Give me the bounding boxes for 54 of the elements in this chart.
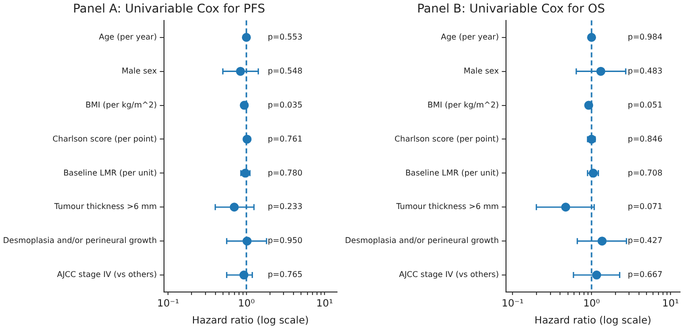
x-tick-label: 10⁰ [583,298,600,310]
annotation: p=0.765 [268,270,302,280]
annotation: p=0.548 [268,66,302,76]
x-tick-label: 10¹ [662,298,679,310]
point [242,134,252,144]
y-tick-label: Tumour thickness >6 mm [53,202,158,212]
point [242,236,252,246]
point [587,32,596,42]
annotation: p=0.071 [628,202,662,212]
x-axis-title: Hazard ratio (log scale) [534,316,652,327]
point [598,236,607,246]
y-tick-label: Charlson score (per point) [52,134,157,144]
point [239,270,248,280]
point [230,202,239,212]
y-tick-label: Desmoplasia and/or perineural growth [2,236,157,246]
point [584,100,594,110]
chart-title: Panel A: Univariable Cox for PFS [72,1,266,16]
x-tick-label: 10⁰ [238,298,255,310]
annotation: p=0.950 [268,236,302,246]
y-tick-label: Desmoplasia and/or perineural growth [344,236,499,246]
annotation: p=0.427 [628,236,662,246]
point [236,66,245,76]
x-tick-label: 10¹ [316,298,333,310]
y-tick-label: Baseline LMR (per unit) [405,168,499,178]
y-tick-label: Baseline LMR (per unit) [63,168,157,178]
annotation: p=0.984 [628,32,662,42]
y-tick-label: AJCC stage IV (vs others) [398,270,499,280]
annotation: p=0.708 [628,168,662,178]
x-tick-label: 10⁻¹ [502,298,524,310]
annotation: p=0.761 [268,134,302,144]
annotation: p=0.051 [628,100,662,110]
x-axis-title: Hazard ratio (log scale) [192,316,309,327]
y-tick-label: Charlson score (per point) [394,134,499,144]
annotation: p=0.780 [268,168,302,178]
annotation: p=0.553 [268,32,302,42]
point [596,66,606,76]
y-tick-label: Male sex [122,66,158,76]
point [242,32,251,42]
point [240,100,249,110]
annotation: p=0.483 [628,66,662,76]
y-tick-label: BMI (per kg/m^2) [85,100,157,110]
annotation: p=0.667 [628,270,662,280]
y-tick-label: BMI (per kg/m^2) [427,100,499,110]
annotation: p=0.233 [268,202,302,212]
x-tick-label: 10⁻¹ [157,298,180,310]
chart-title: Panel B: Univariable Cox for OS [417,1,605,16]
annotation: p=0.035 [268,100,302,110]
point [592,270,602,280]
y-tick-label: Male sex [464,66,500,76]
annotation: p=0.846 [628,134,662,144]
y-tick-label: AJCC stage IV (vs others) [56,270,157,280]
y-tick-label: Age (per year) [98,32,157,42]
y-tick-label: Tumour thickness >6 mm [395,202,500,212]
y-tick-label: Age (per year) [440,32,499,42]
